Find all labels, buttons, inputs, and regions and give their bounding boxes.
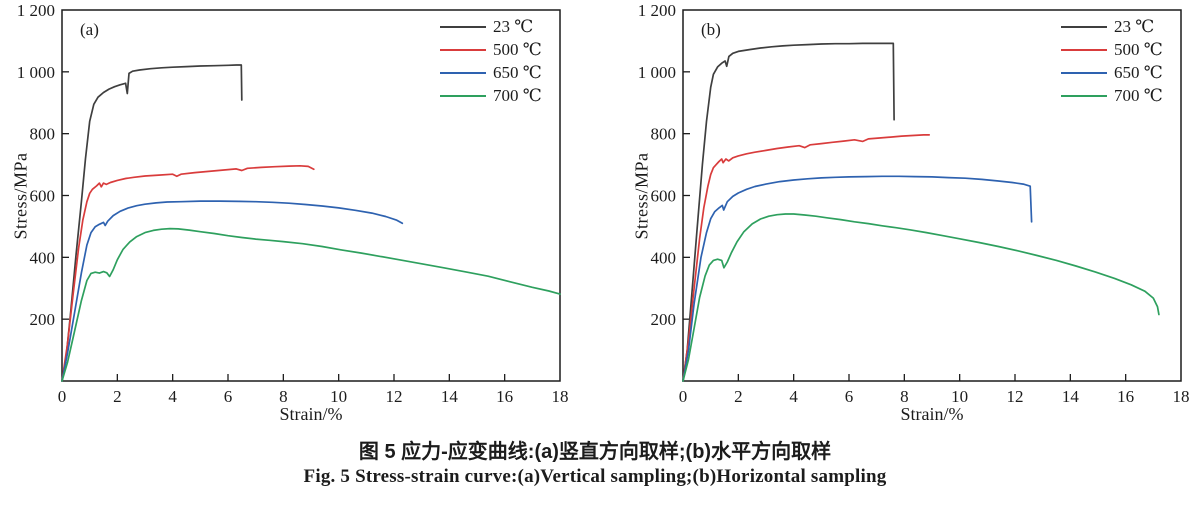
- curve-700℃: [61, 227, 561, 382]
- legend-label: 23 ℃: [493, 16, 534, 36]
- legend-label: 23 ℃: [1114, 16, 1155, 36]
- legend-line-swatch: [1061, 71, 1107, 74]
- panel-label-a: (a): [80, 20, 99, 39]
- x-tick-label: 10: [951, 387, 968, 406]
- x-tick-label: 8: [279, 387, 288, 406]
- y-tick-label: 1 000: [638, 63, 676, 82]
- x-tick-label: 10: [330, 387, 347, 406]
- x-tick-label: 12: [1007, 387, 1024, 406]
- curve-500℃: [61, 164, 315, 382]
- chart-panel-a: 0 2 4 6 8 10 12 14 16 18 200 400 600 800 1 000 1 200 St…: [0, 0, 600, 432]
- legend-item: 23 ℃: [440, 15, 542, 38]
- legend-label: 650 ℃: [1114, 62, 1163, 82]
- x-tick-label: 6: [224, 387, 233, 406]
- curve-650℃: [61, 200, 404, 382]
- x-tick-label: 4: [789, 387, 798, 406]
- x-tick-label: 14: [1062, 387, 1080, 406]
- legend-line-swatch: [1061, 94, 1107, 97]
- plot-area-b: 0 2 4 6 8 10 12 14 16 18 200 400 600 800 1 000 1 200: [638, 1, 1190, 406]
- legend-label: 500 ℃: [493, 39, 542, 59]
- y-tick-label: 1 000: [17, 63, 55, 82]
- x-tick-label: 12: [386, 387, 403, 406]
- x-tick-label: 18: [552, 387, 569, 406]
- legend-line-swatch: [1061, 48, 1107, 51]
- y-tick-label: 200: [651, 310, 677, 329]
- legend-line-swatch: [440, 71, 486, 74]
- legend-item: 650 ℃: [1061, 61, 1163, 84]
- panel-label-b: (b): [701, 20, 721, 39]
- y-tick-label: 800: [651, 125, 677, 144]
- x-tick-label: 16: [496, 387, 513, 406]
- figure-caption-chinese: 图 5 应力-应变曲线:(a)竖直方向取样;(b)水平方向取样: [358, 441, 832, 463]
- legend-line-swatch: [440, 25, 486, 28]
- y-axis-label: Stress/MPa: [10, 152, 31, 240]
- legend-label: 700 ℃: [493, 85, 542, 105]
- chart-panel-b: 0 2 4 6 8 10 12 14 16 18 200 400 600 800 1 000 1 200 St…: [621, 0, 1190, 432]
- y-tick-label: 600: [30, 187, 56, 206]
- curve-23℃: [61, 64, 243, 382]
- x-tick-label: 4: [168, 387, 177, 406]
- legend-label: 500 ℃: [1114, 39, 1163, 59]
- legend-line-swatch: [1061, 25, 1107, 28]
- axis-frame: [61, 9, 561, 382]
- x-tick-label: 0: [679, 387, 688, 406]
- axis-frame: [682, 9, 1182, 382]
- y-tick-label: 1 200: [17, 1, 55, 20]
- x-tick-label: 14: [441, 387, 459, 406]
- y-tick-label: 1 200: [638, 1, 676, 20]
- y-tick-label: 600: [651, 187, 677, 206]
- legend-label: 700 ℃: [1114, 85, 1163, 105]
- legend-item: 700 ℃: [1061, 84, 1163, 107]
- curve-700℃: [682, 213, 1160, 382]
- curve-650℃: [682, 175, 1033, 382]
- y-tick-label: 400: [651, 248, 677, 267]
- x-tick-label: 0: [58, 387, 67, 406]
- y-axis-label: Stress/MPa: [631, 152, 652, 240]
- legend-item: 700 ℃: [440, 84, 542, 107]
- x-tick-label: 18: [1173, 387, 1190, 406]
- x-tick-label: 2: [734, 387, 743, 406]
- legend-label: 650 ℃: [493, 62, 542, 82]
- y-tick-label: 800: [30, 125, 56, 144]
- y-tick-label: 400: [30, 248, 56, 267]
- x-tick-label: 8: [900, 387, 909, 406]
- figure-caption-english: Fig. 5 Stress-strain curve:(a)Vertical s…: [303, 466, 887, 487]
- tick-labels: 0 2 4 6 8 10 12 14 16 18 200 400 600 800 1 000 1 200: [17, 1, 569, 406]
- legend-line-swatch: [440, 94, 486, 97]
- legend-a: 23 ℃ 500 ℃ 650 ℃ 700 ℃: [440, 15, 542, 107]
- tick-labels: 0 2 4 6 8 10 12 14 16 18 200 400 600 800 1 000 1 200: [638, 1, 1190, 406]
- x-tick-label: 16: [1117, 387, 1134, 406]
- legend-item: 500 ℃: [440, 38, 542, 61]
- x-axis-label: Strain/%: [279, 404, 343, 424]
- legend-b: 23 ℃ 500 ℃ 650 ℃ 700 ℃: [1061, 15, 1163, 107]
- curve-500℃: [682, 134, 931, 382]
- x-tick-label: 2: [113, 387, 122, 406]
- y-tick-label: 200: [30, 310, 56, 329]
- legend-item: 23 ℃: [1061, 15, 1163, 38]
- x-axis-label: Strain/%: [900, 404, 964, 424]
- legend-item: 500 ℃: [1061, 38, 1163, 61]
- x-tick-label: 6: [845, 387, 854, 406]
- plot-area-a: 0 2 4 6 8 10 12 14 16 18 200 400 600 800 1 000 1 200: [17, 1, 569, 406]
- curve-23℃: [682, 42, 895, 382]
- legend-line-swatch: [440, 48, 486, 51]
- legend-item: 650 ℃: [440, 61, 542, 84]
